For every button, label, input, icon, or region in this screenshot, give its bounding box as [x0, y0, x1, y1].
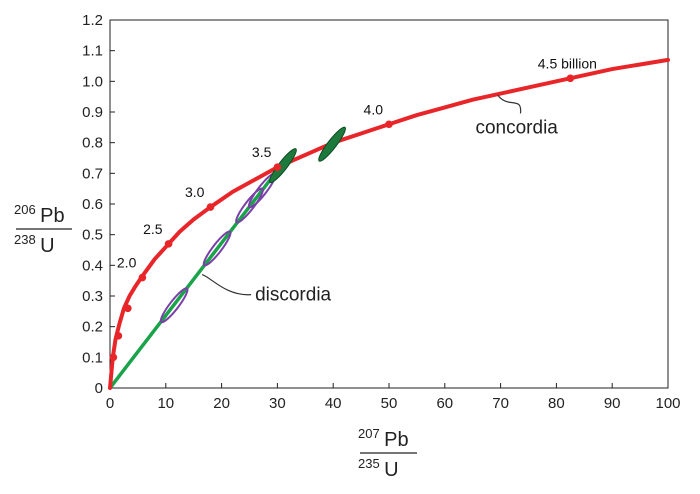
age-marker-layer: 2.0 2.5 3.0 3.5 4.0 4.5 billion [109, 55, 597, 362]
error-ellipse [159, 287, 189, 324]
y-axis-label: 206 Pb 238 U [14, 201, 72, 257]
y-tick-label: 0.7 [82, 165, 103, 182]
svg-text:206 Pb: 206 Pb [14, 201, 65, 227]
x-tick-label: 100 [655, 395, 680, 412]
x-tick-label: 0 [106, 395, 114, 412]
y-tick-label: 0.4 [82, 257, 103, 274]
x-tick-label: 90 [604, 395, 621, 412]
series-layer [108, 57, 670, 390]
discordia-line [108, 157, 288, 390]
age-marker [206, 203, 215, 211]
age-marker [114, 332, 123, 340]
age-marker [566, 74, 575, 83]
concordia-label: concordia [475, 117, 558, 138]
age-marker [273, 163, 282, 171]
x-tick-label: 50 [381, 395, 398, 412]
y-tick-label: 0.8 [82, 135, 103, 152]
age-marker [124, 304, 132, 313]
filled-error-ellipse [318, 126, 346, 162]
y-tick-label: 0 [95, 380, 103, 397]
y-tick-label: 0.3 [82, 288, 103, 305]
y-tick-label: 0.5 [82, 227, 103, 244]
ellipse-layer [159, 126, 346, 324]
x-label-symbol: Pb [384, 429, 408, 451]
x-label-den-sup: 235 [358, 456, 380, 471]
x-tick-label: 40 [325, 395, 342, 412]
annotation-pointer [497, 94, 522, 114]
age-label: 4.0 [364, 101, 384, 117]
svg-text:235 U: 235 U [358, 455, 399, 481]
y-label-sup: 206 [14, 202, 36, 217]
concordia-line [108, 57, 670, 390]
age-label: 2.0 [117, 255, 137, 271]
y-tick-label: 0.9 [82, 104, 103, 121]
x-tick-label: 80 [548, 395, 565, 412]
x-tick-label: 10 [157, 395, 174, 412]
age-label: 4.5 billion [538, 55, 597, 71]
age-marker [138, 273, 147, 282]
y-label-symbol: Pb [40, 205, 64, 227]
age-marker [164, 240, 173, 248]
y-tick-label: 0.6 [82, 196, 103, 213]
y-tick-label: 1.0 [82, 73, 103, 90]
y-tick-label: 1.1 [82, 43, 103, 60]
y-label-den-symbol: U [40, 235, 54, 257]
error-ellipse [202, 230, 232, 267]
discordia-label: discordia [255, 285, 331, 306]
y-tick-label: 1.2 [82, 12, 103, 29]
y-label-den-sup: 238 [14, 232, 36, 247]
axis-ticks: 0 10 20 30 40 50 60 70 80 90 100 0 0.1 0.2 0.3 0.4 0.5 0.… [82, 12, 680, 412]
filled-error-ellipse [269, 148, 297, 184]
annotation-layer: concordia discordia [201, 94, 558, 306]
y-tick-label: 0.1 [82, 349, 103, 366]
age-marker [109, 353, 118, 362]
y-tick-label: 0.2 [82, 319, 103, 336]
age-label: 3.5 [252, 144, 272, 160]
x-label-den-symbol: U [384, 459, 398, 481]
svg-text:207 Pb: 207 Pb [358, 425, 409, 451]
annotation-pointer [201, 273, 252, 296]
x-axis-label: 207 Pb 235 U [358, 425, 417, 481]
x-label-sup: 207 [358, 426, 380, 441]
x-tick-label: 60 [436, 395, 453, 412]
age-label: 3.0 [185, 184, 205, 200]
x-tick-label: 20 [213, 395, 230, 412]
age-label: 2.5 [143, 221, 163, 237]
x-tick-label: 30 [269, 395, 286, 412]
svg-text:238 U: 238 U [14, 231, 55, 257]
x-tick-label: 70 [492, 395, 509, 412]
age-marker [385, 120, 393, 129]
error-ellipse [235, 187, 264, 224]
